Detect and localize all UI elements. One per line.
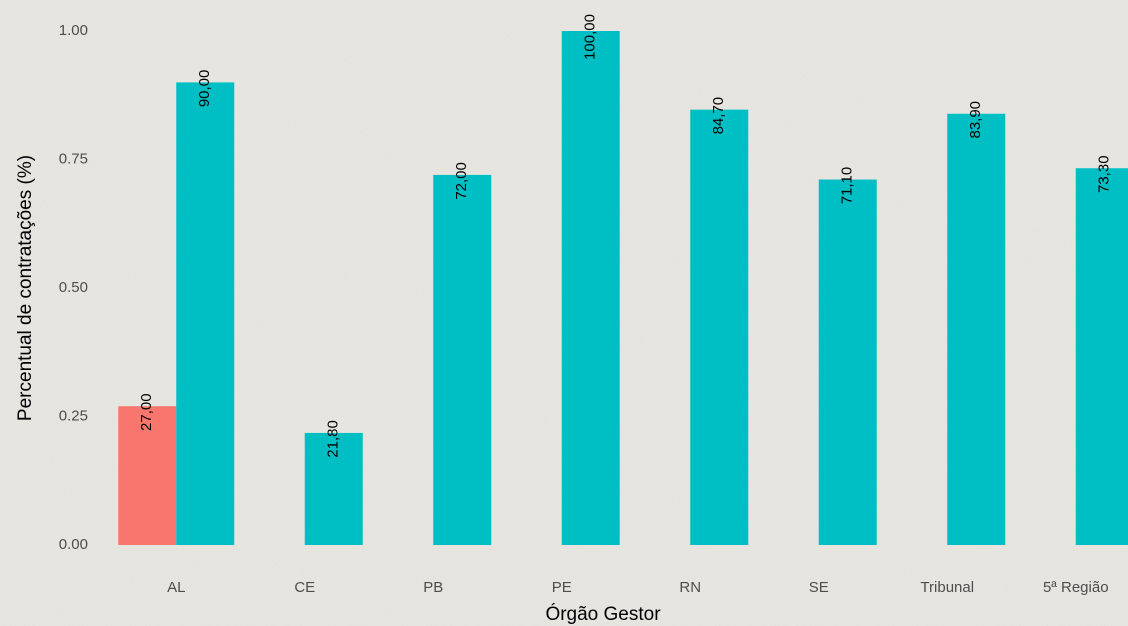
bar [561,31,620,545]
bar [1075,168,1128,545]
bar [176,82,235,546]
bar [118,406,177,545]
x-tick-label: AL [167,579,185,596]
value-label: 21,80 [325,420,342,458]
value-label: 27,00 [138,393,155,431]
value-label: 90,00 [196,70,213,108]
x-tick-label: 5ª Região [1043,579,1109,596]
bar [818,179,877,545]
value-label: 71,10 [839,167,856,205]
value-label: 73,30 [1096,155,1113,193]
value-label: 84,70 [710,97,727,135]
bar [304,432,363,545]
x-axis-title: Órgão Gestor [545,603,661,625]
x-tick-label: SE [809,579,829,596]
y-tick-label: 0.25 [59,407,88,424]
x-tick-label: Tribunal [920,579,974,596]
y-axis-title: Percentual de contratações (%) [15,155,36,421]
value-label: 72,00 [453,162,470,200]
x-tick-label: RN [679,579,701,596]
x-tick-label: PB [423,579,443,596]
y-tick-label: 0.50 [59,279,88,296]
value-label: 83,90 [967,101,984,139]
x-tick-label: CE [294,579,315,596]
bar [947,113,1006,545]
y-tick-label: 1.00 [59,22,88,39]
bar [433,174,492,546]
y-tick-label: 0.75 [59,150,88,167]
bar [690,109,749,545]
y-tick-label: 0.00 [59,536,88,553]
value-label: 100,00 [582,14,599,60]
x-tick-label: PE [552,579,572,596]
